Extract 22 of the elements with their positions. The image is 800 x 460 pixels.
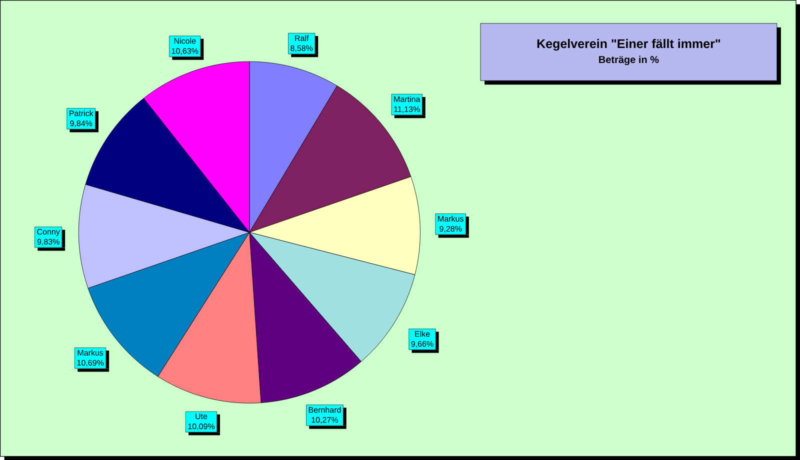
slice-label: Patrick [70,110,94,116]
data-label: 11,13% [394,106,420,113]
text: Kegelverein "Einer fällt immer" [537,38,720,50]
slice-label: Conny [37,228,60,236]
slice-label: Markus [438,216,464,222]
data-label: 9,28% [440,226,462,232]
data-label: 8,58% [290,45,313,52]
slice-label: Martina [394,96,420,102]
data-label: 10,27% [312,416,338,424]
text: Beträge in % [599,56,659,65]
data-label: 10,09% [188,423,215,430]
slice-label: Elke [415,330,430,337]
slice-label: Ute [196,413,208,419]
data-label: 10,63% [172,48,198,55]
data-label: 9,83% [37,238,60,246]
slice-label: Nicole [174,38,196,44]
slice-label: Bernhard [308,406,341,413]
data-label: 10,69% [77,360,104,366]
data-label: 9,66% [411,340,434,348]
slice-label: Markus [78,350,104,356]
slice-label: Ralf [295,34,309,41]
data-label: 9,84% [70,120,92,127]
